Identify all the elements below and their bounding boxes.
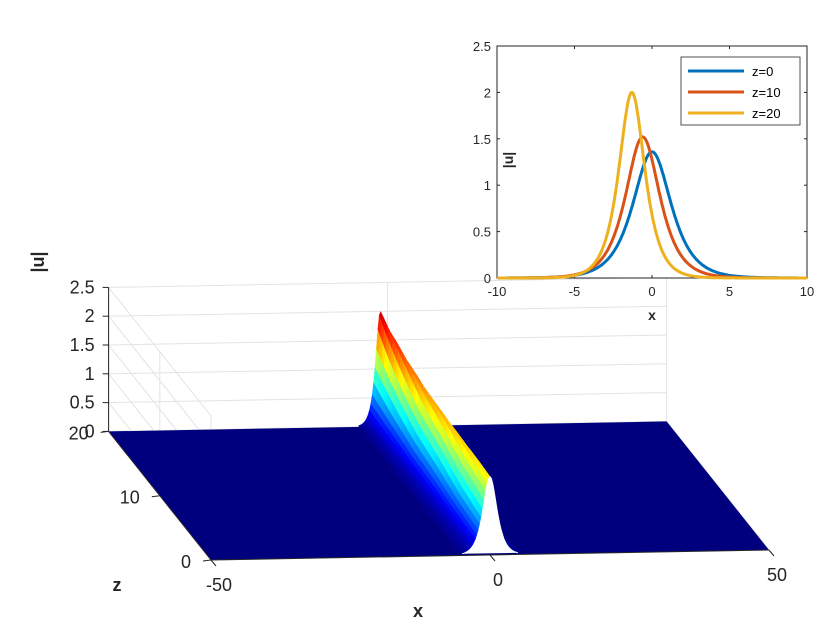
surface-amplitude-tick-label: 2.5 — [70, 277, 95, 297]
inset-series-lines — [497, 91, 807, 280]
surface-amplitude-tick-label: 1 — [85, 364, 95, 384]
inset-y-tick-label: 1.5 — [473, 132, 491, 147]
legend-label: z=10 — [752, 85, 781, 100]
surface-x-tick-label: 0 — [493, 570, 503, 590]
inset-y-tick-label: 2.5 — [473, 39, 491, 54]
inset-x-axis-label: x — [648, 307, 656, 323]
surface-amplitude-tick-label: 0.5 — [70, 393, 95, 413]
surface-amplitude-tick-label: 0 — [85, 421, 95, 441]
inset-y-tick-label: 0.5 — [473, 225, 491, 240]
surface-z-tick-mark — [100, 430, 109, 433]
surface-patch — [516, 549, 522, 554]
surface-z-axis-label: z — [113, 575, 122, 595]
inset-ticks: -10 -5 0 5 10 0 0.5 1 1.5 2 2.5 — [473, 39, 814, 299]
legend-label: z=0 — [752, 64, 773, 79]
inset-x-tick-label: 5 — [726, 284, 733, 299]
inset-x-tick-label: -5 — [569, 284, 581, 299]
surface-z-tick-mark — [151, 495, 160, 498]
surface-patches — [108, 311, 770, 560]
surface-amplitude-axis-label: |u| — [28, 251, 48, 272]
inset-x-tick-label: 10 — [800, 284, 814, 299]
inset-series-line-z-20 — [497, 91, 807, 280]
surface-front-edge — [461, 475, 519, 555]
surface-amplitude-tick-label: 2 — [85, 306, 95, 326]
surface-z-tick-label: 20 — [69, 423, 89, 443]
inset-y-tick-label: 1 — [484, 178, 491, 193]
surface-x-tick-label: -50 — [206, 575, 232, 595]
surface-amplitude-tick-label: 1.5 — [70, 335, 95, 355]
inset-y-tick-label: 0 — [484, 271, 491, 286]
surface-x-tick-mark — [768, 549, 775, 557]
legend-label: z=20 — [752, 106, 781, 121]
surface-x-tick-mark — [489, 554, 496, 562]
inset-line-plot: -10 -5 0 5 10 0 0.5 1 1.5 2 2.5 x |u| z=0 z=10 z=20 — [473, 39, 814, 323]
surface-x-tick-label: 50 — [767, 565, 787, 585]
surface-x-axis-label: x — [413, 601, 423, 621]
surface-z-tick-mark — [202, 559, 212, 562]
surface-z-tick-label: 0 — [181, 552, 191, 572]
inset-y-axis-label: |u| — [500, 152, 516, 168]
inset-legend: z=0 z=10 z=20 — [680, 56, 801, 126]
inset-x-tick-label: -10 — [488, 284, 507, 299]
inset-x-tick-label: 0 — [648, 284, 655, 299]
surface-z-tick-label: 10 — [120, 488, 140, 508]
inset-y-tick-label: 2 — [484, 85, 491, 100]
surface-x-tick-mark — [210, 559, 217, 567]
